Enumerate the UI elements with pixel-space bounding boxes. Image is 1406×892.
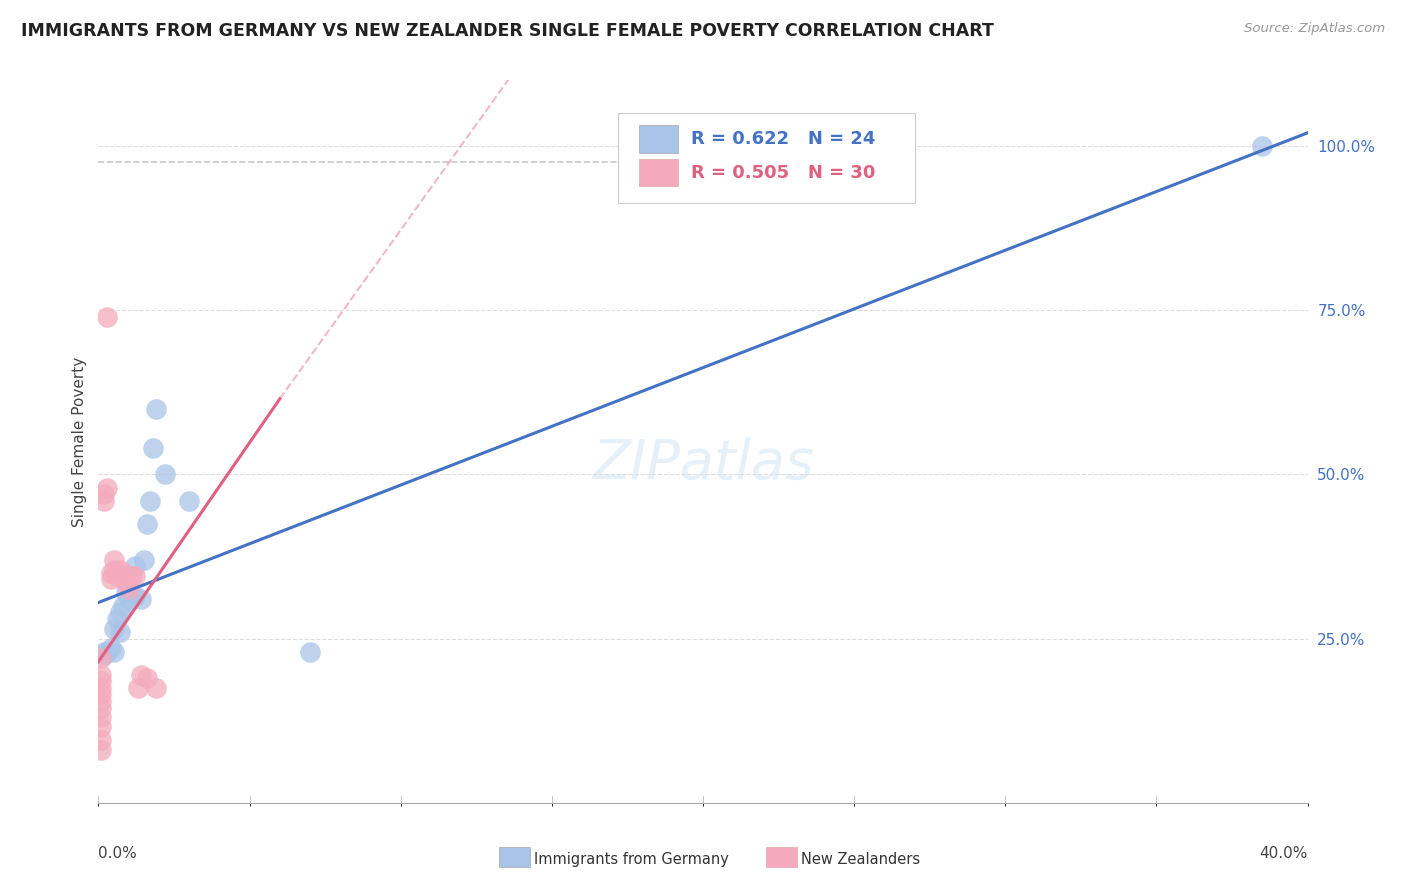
Point — [114, 585, 136, 599]
Point — [100, 641, 122, 656]
Text: R = 0.505   N = 30: R = 0.505 N = 30 — [690, 164, 876, 182]
FancyBboxPatch shape — [638, 159, 678, 186]
Point — [768, 155, 790, 169]
Point — [90, 681, 112, 695]
Point — [118, 582, 141, 597]
Point — [90, 710, 112, 724]
Point — [90, 743, 112, 757]
Point — [90, 667, 112, 681]
Point — [135, 671, 157, 685]
Point — [103, 622, 125, 636]
Point — [108, 605, 131, 619]
Point — [299, 645, 322, 659]
Point — [96, 481, 118, 495]
Text: Immigrants from Germany: Immigrants from Germany — [534, 853, 730, 867]
Point — [103, 563, 125, 577]
Point — [118, 592, 141, 607]
Point — [108, 625, 131, 640]
Point — [129, 592, 152, 607]
Point — [93, 493, 115, 508]
Text: 40.0%: 40.0% — [1260, 847, 1308, 861]
Point — [90, 687, 112, 701]
Point — [145, 681, 167, 695]
Point — [132, 553, 155, 567]
Point — [100, 566, 122, 580]
Point — [124, 569, 146, 583]
Text: IMMIGRANTS FROM GERMANY VS NEW ZEALANDER SINGLE FEMALE POVERTY CORRELATION CHART: IMMIGRANTS FROM GERMANY VS NEW ZEALANDER… — [21, 22, 994, 40]
Point — [139, 493, 162, 508]
Point — [114, 575, 136, 590]
Text: R = 0.622   N = 24: R = 0.622 N = 24 — [690, 130, 876, 148]
Point — [90, 694, 112, 708]
FancyBboxPatch shape — [619, 112, 915, 203]
Point — [124, 559, 146, 574]
Point — [103, 553, 125, 567]
Point — [105, 612, 128, 626]
Point — [111, 566, 134, 580]
Point — [121, 569, 143, 583]
Point — [93, 648, 115, 662]
Point — [127, 681, 149, 695]
Y-axis label: Single Female Poverty: Single Female Poverty — [72, 357, 87, 526]
Point — [145, 401, 167, 416]
Point — [93, 645, 115, 659]
Point — [111, 599, 134, 613]
Point — [93, 487, 115, 501]
Point — [142, 441, 165, 455]
Point — [96, 310, 118, 324]
Point — [96, 645, 118, 659]
Point — [90, 733, 112, 747]
Point — [135, 516, 157, 531]
Point — [100, 573, 122, 587]
Text: Source: ZipAtlas.com: Source: ZipAtlas.com — [1244, 22, 1385, 36]
Point — [90, 674, 112, 689]
Point — [108, 563, 131, 577]
Point — [129, 667, 152, 681]
Point — [647, 155, 669, 169]
Point — [179, 493, 201, 508]
Point — [90, 651, 112, 665]
Point — [90, 720, 112, 734]
Point — [124, 589, 146, 603]
Point — [103, 645, 125, 659]
Text: New Zealanders: New Zealanders — [801, 853, 921, 867]
Point — [90, 700, 112, 714]
Point — [153, 467, 176, 482]
Point — [1251, 139, 1274, 153]
Text: 0.0%: 0.0% — [98, 847, 138, 861]
FancyBboxPatch shape — [638, 125, 678, 153]
Point — [105, 569, 128, 583]
Text: ZIPatlas: ZIPatlas — [592, 437, 814, 490]
